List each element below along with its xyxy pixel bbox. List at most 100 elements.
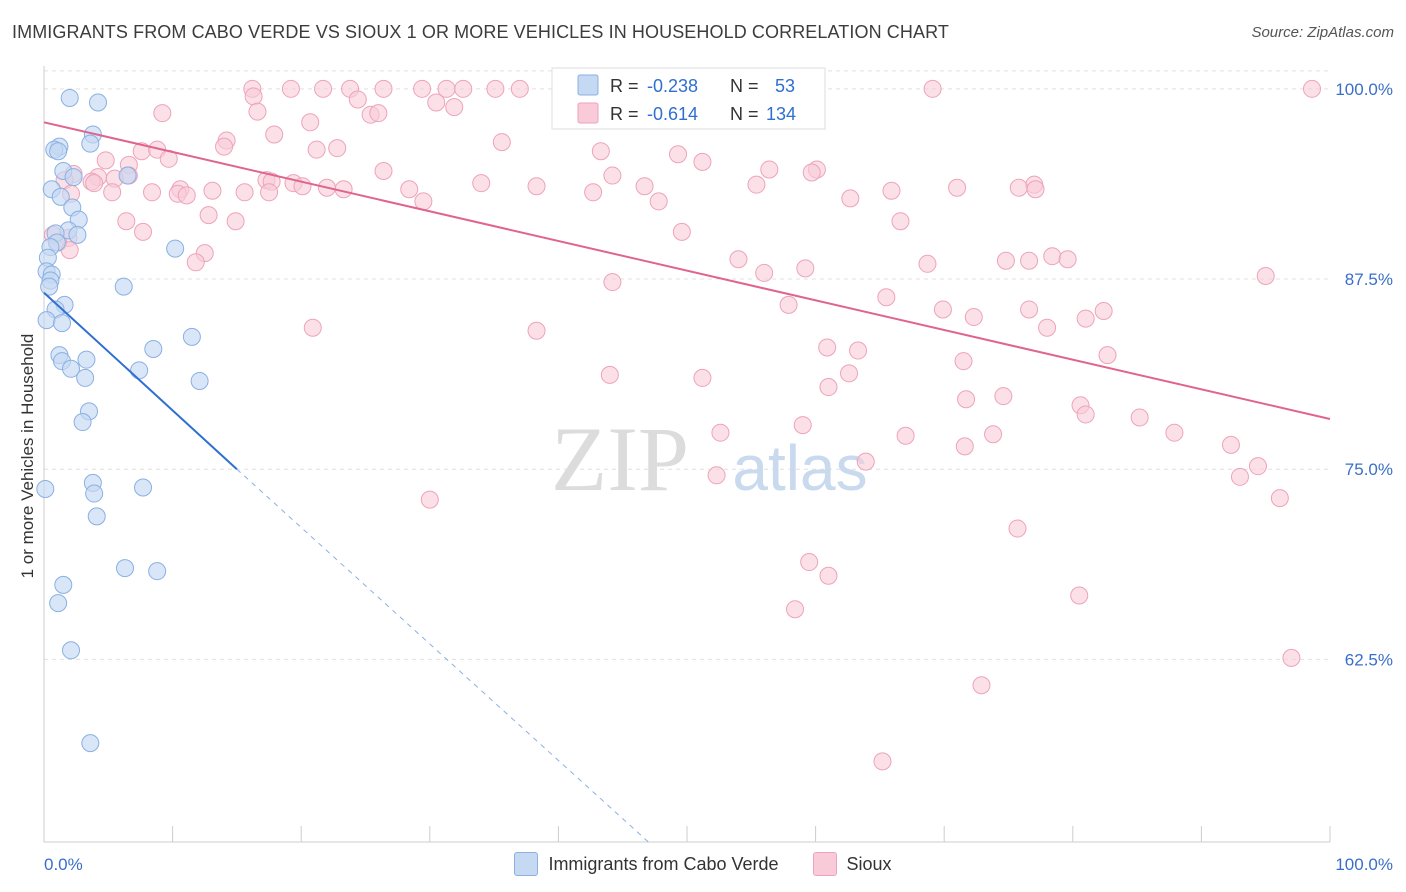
sioux-point (984, 425, 1003, 444)
sioux-point (873, 752, 892, 771)
sioux-point (1256, 266, 1275, 285)
sioux-point (603, 273, 622, 292)
cabo-verde-point (81, 734, 100, 753)
sioux-point (1270, 489, 1289, 508)
y-tick-label: 75.0% (1345, 460, 1393, 479)
sioux-point (199, 206, 218, 225)
sioux-point (307, 140, 326, 159)
sioux-point (1020, 300, 1039, 319)
sioux-point (933, 300, 952, 319)
sioux-point (1058, 250, 1077, 269)
sioux-point (1302, 79, 1321, 98)
sioux-point (510, 79, 529, 98)
sioux-point (877, 288, 896, 307)
sioux-point (707, 466, 726, 485)
sioux-point (755, 263, 774, 282)
y-tick-label: 100.0% (1335, 80, 1393, 99)
sioux-point (1165, 423, 1184, 442)
cabo-verde-point (118, 166, 137, 185)
legend-r-value-2: -0.614 (647, 104, 698, 124)
axes: 62.5% 75.0% 87.5% 100.0% 0.0% 100.0% (43, 66, 1393, 874)
cabo-verde-point (182, 327, 201, 346)
sioux-point (882, 181, 901, 200)
y-tick-label: 87.5% (1345, 270, 1393, 289)
sioux-point (649, 192, 668, 211)
sioux-point (414, 192, 433, 211)
sioux-point (841, 189, 860, 208)
sioux-point (672, 222, 691, 241)
cabo-verde-point (116, 559, 135, 578)
sioux-point (260, 183, 279, 202)
legend-item-cabo-verde[interactable]: Immigrants from Cabo Verde (514, 852, 779, 876)
sioux-point (314, 79, 333, 98)
sioux-point (693, 152, 712, 171)
sioux-point (635, 177, 654, 196)
cabo-verde-point (36, 479, 55, 498)
sioux-point (235, 183, 254, 202)
sioux-point (948, 178, 967, 197)
sioux-point (668, 145, 687, 164)
sioux-point (96, 151, 115, 170)
legend-n-value-1: 53 (775, 76, 795, 96)
sioux-point (215, 137, 234, 156)
legend-n-value-2: 134 (766, 104, 796, 124)
series-legend: Immigrants from Cabo Verde Sioux (0, 852, 1406, 876)
trend-lines (43, 121, 1331, 843)
sioux-point (427, 93, 446, 112)
sioux-point (117, 212, 136, 231)
sioux-point (265, 125, 284, 144)
sioux-point (186, 253, 205, 272)
sioux-point (400, 180, 419, 199)
x-tick-label-min: 0.0% (44, 855, 83, 874)
cabo-verde-point (68, 225, 87, 244)
sioux-point (413, 79, 432, 98)
legend-item-sioux[interactable]: Sioux (812, 852, 892, 876)
sioux-point (800, 553, 819, 572)
sioux-point (203, 181, 222, 200)
sioux-point (244, 87, 263, 106)
sioux-point (1009, 178, 1028, 197)
sioux-point (1070, 586, 1089, 605)
sioux-point (85, 174, 104, 193)
cabo-verde-point (130, 361, 149, 380)
sioux-point (472, 174, 491, 193)
cabo-verde-point (114, 277, 133, 296)
sioux-point (1230, 467, 1249, 486)
cabo-verde-trend-line (43, 291, 238, 470)
sioux-point (1130, 408, 1149, 427)
sioux-point (793, 416, 812, 435)
legend-r-label-2: R = (610, 104, 639, 124)
sioux-point (374, 161, 393, 180)
sioux-point (923, 79, 942, 98)
sioux-point (849, 341, 868, 360)
sioux-point (134, 222, 153, 241)
y-axis-label: 1 or more Vehicles in Household (18, 334, 37, 579)
cabo-verde-point (64, 168, 83, 187)
cabo-verde-point (148, 562, 167, 581)
watermark-zip: ZIP (551, 408, 689, 510)
sioux-point (1248, 457, 1267, 476)
cabo-verde-point (62, 359, 81, 378)
sioux-point (1026, 180, 1045, 199)
sioux-point (591, 142, 610, 161)
source-label: Source: ZipAtlas.com (1251, 24, 1394, 41)
cabo-verde-point (77, 350, 96, 369)
sioux-point (1043, 247, 1062, 266)
sioux-point (281, 79, 300, 98)
sioux-point (711, 423, 730, 442)
sioux-point (103, 183, 122, 202)
sioux-point (819, 378, 838, 397)
sioux-point (747, 175, 766, 194)
sioux-point (1076, 405, 1095, 424)
sioux-point (153, 104, 172, 123)
cabo-verde-point (49, 594, 68, 613)
sioux-point (600, 365, 619, 384)
legend-r-value-1: -0.238 (647, 76, 698, 96)
cabo-verde-point (54, 575, 73, 594)
sioux-point (1076, 309, 1095, 328)
sioux-point (584, 183, 603, 202)
sioux-point (994, 387, 1013, 406)
sioux-point (303, 318, 322, 337)
cabo-verde-trend-extension (236, 468, 649, 843)
